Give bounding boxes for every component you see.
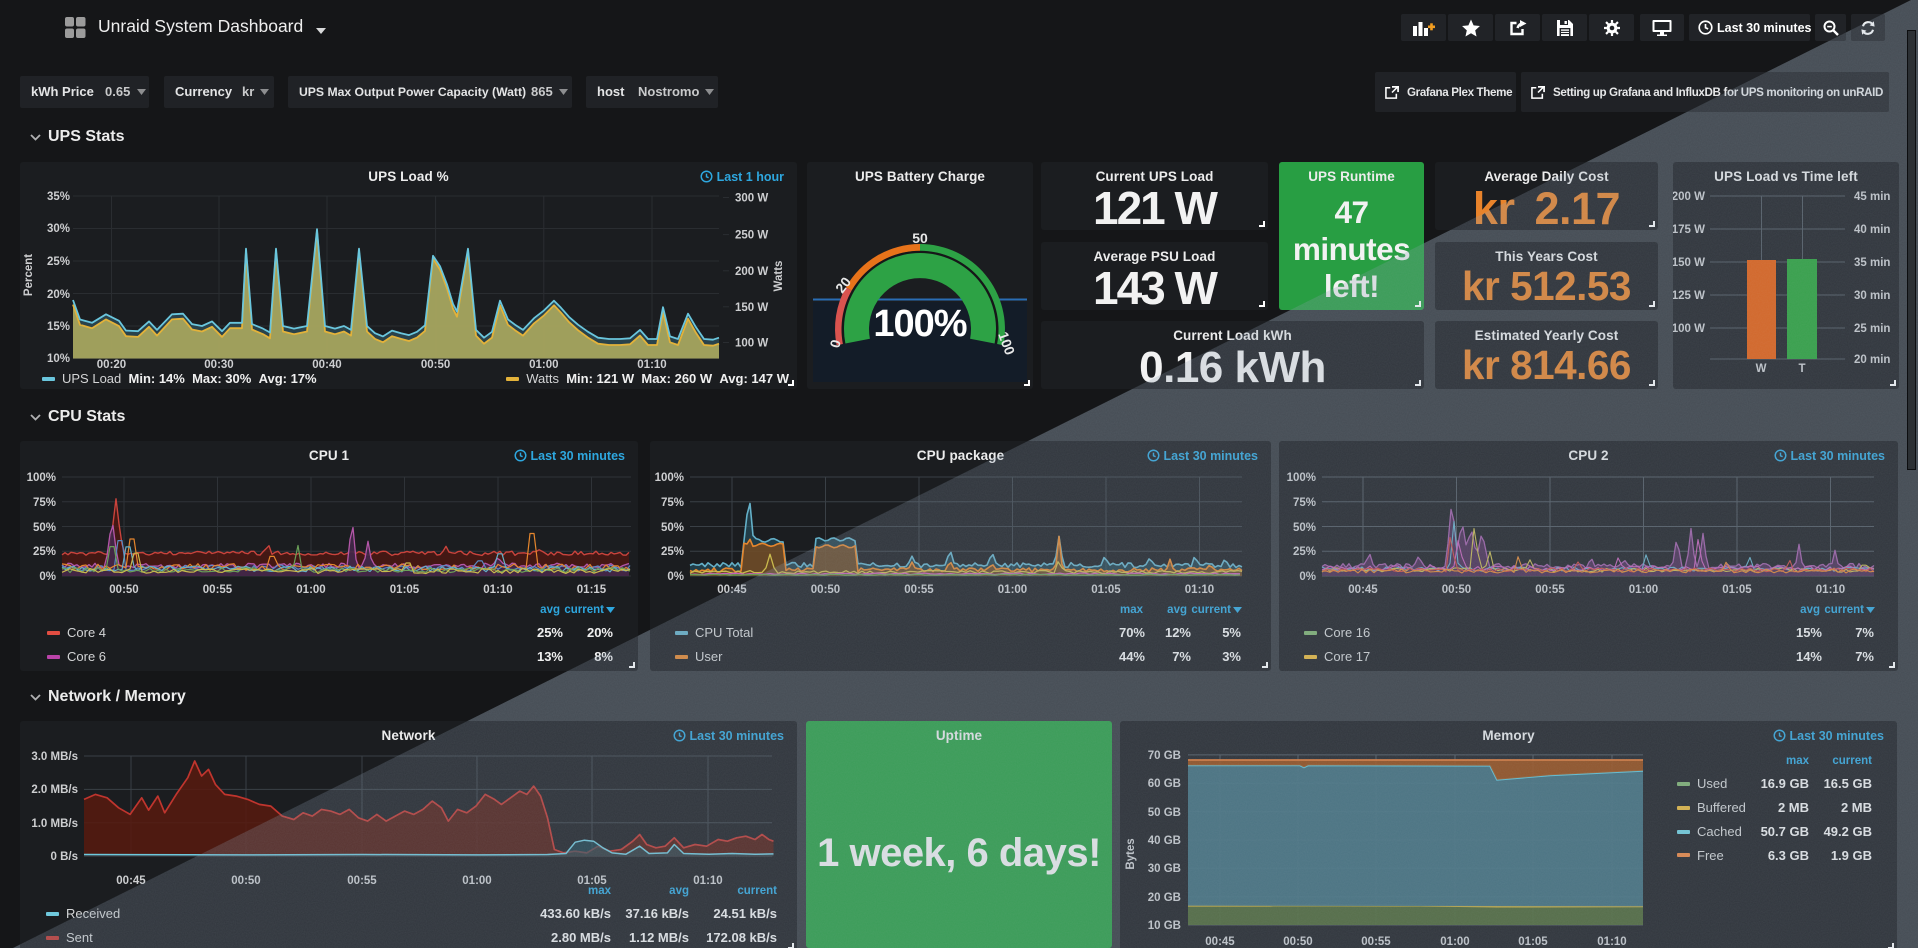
svg-text:50%: 50% <box>1293 522 1316 534</box>
svg-text:00:40: 00:40 <box>312 359 341 371</box>
svg-text:10%: 10% <box>47 353 70 365</box>
svg-text:00:30: 00:30 <box>204 359 233 371</box>
svg-text:200 W: 200 W <box>735 266 768 278</box>
svg-text:250 W: 250 W <box>735 230 768 242</box>
svg-text:300 W: 300 W <box>735 193 768 205</box>
svg-text:01:10: 01:10 <box>1185 584 1214 596</box>
svg-text:40 min: 40 min <box>1854 224 1890 236</box>
svg-text:01:05: 01:05 <box>1722 584 1752 596</box>
svg-text:T: T <box>1798 363 1805 375</box>
svg-text:01:10: 01:10 <box>1597 936 1626 948</box>
svg-text:00:55: 00:55 <box>1535 584 1565 596</box>
svg-text:100%: 100% <box>27 472 56 484</box>
svg-text:45 min: 45 min <box>1854 191 1890 203</box>
svg-text:20 min: 20 min <box>1854 354 1890 366</box>
svg-text:01:10: 01:10 <box>637 359 666 371</box>
svg-text:100%: 100% <box>873 303 966 345</box>
svg-text:75%: 75% <box>33 497 56 509</box>
svg-text:01:05: 01:05 <box>390 584 420 596</box>
svg-text:200 W: 200 W <box>1673 191 1705 203</box>
svg-text:01:10: 01:10 <box>1816 584 1845 596</box>
svg-text:150 W: 150 W <box>1673 257 1705 269</box>
svg-text:50%: 50% <box>33 522 56 534</box>
svg-text:150 W: 150 W <box>735 302 768 314</box>
svg-text:25%: 25% <box>661 546 684 558</box>
svg-text:01:00: 01:00 <box>1629 584 1658 596</box>
svg-text:00:50: 00:50 <box>421 359 450 371</box>
svg-text:00:45: 00:45 <box>717 584 747 596</box>
svg-text:01:05: 01:05 <box>1518 936 1548 948</box>
svg-text:01:00: 01:00 <box>296 584 325 596</box>
svg-text:100%: 100% <box>1287 472 1316 484</box>
svg-text:60 GB: 60 GB <box>1148 778 1181 790</box>
svg-text:00:50: 00:50 <box>1442 584 1471 596</box>
svg-text:25 min: 25 min <box>1854 323 1890 335</box>
svg-text:01:10: 01:10 <box>483 584 512 596</box>
svg-text:00:55: 00:55 <box>1361 936 1391 948</box>
svg-text:3.0 MB/s: 3.0 MB/s <box>31 751 78 763</box>
svg-text:0%: 0% <box>1299 571 1316 583</box>
svg-text:00:50: 00:50 <box>811 584 840 596</box>
svg-text:01:00: 01:00 <box>1440 936 1469 948</box>
svg-text:125 W: 125 W <box>1673 290 1705 302</box>
svg-text:50%: 50% <box>661 522 684 534</box>
svg-text:25%: 25% <box>47 256 70 268</box>
svg-text:1.0 MB/s: 1.0 MB/s <box>31 818 78 830</box>
svg-text:00:45: 00:45 <box>1348 584 1378 596</box>
svg-text:100 W: 100 W <box>1673 323 1705 335</box>
svg-text:01:00: 01:00 <box>529 359 558 371</box>
svg-text:25%: 25% <box>1293 546 1316 558</box>
svg-text:175 W: 175 W <box>1673 224 1705 236</box>
svg-text:30 min: 30 min <box>1854 290 1890 302</box>
svg-text:15%: 15% <box>47 321 70 333</box>
svg-text:00:50: 00:50 <box>109 584 138 596</box>
svg-text:01:15: 01:15 <box>577 584 607 596</box>
svg-text:00:55: 00:55 <box>904 584 934 596</box>
svg-text:30%: 30% <box>47 223 70 235</box>
svg-text:75%: 75% <box>661 497 684 509</box>
svg-text:01:00: 01:00 <box>998 584 1027 596</box>
svg-text:Percent: Percent <box>23 254 35 296</box>
svg-text:50: 50 <box>912 230 928 246</box>
svg-text:100 W: 100 W <box>735 338 768 350</box>
svg-text:20%: 20% <box>47 289 70 301</box>
svg-text:10 GB: 10 GB <box>1148 920 1181 932</box>
svg-text:75%: 75% <box>1293 497 1316 509</box>
svg-text:40 GB: 40 GB <box>1148 835 1181 847</box>
svg-text:0%: 0% <box>39 571 56 583</box>
svg-text:00:50: 00:50 <box>1283 936 1312 948</box>
svg-text:35%: 35% <box>47 191 70 203</box>
svg-text:35 min: 35 min <box>1854 257 1890 269</box>
svg-text:00:20: 00:20 <box>97 359 126 371</box>
svg-text:01:05: 01:05 <box>1091 584 1121 596</box>
svg-text:50 GB: 50 GB <box>1148 807 1181 819</box>
svg-text:0 B/s: 0 B/s <box>51 851 79 863</box>
svg-text:2.0 MB/s: 2.0 MB/s <box>31 784 78 796</box>
svg-text:25%: 25% <box>33 546 56 558</box>
svg-text:Bytes: Bytes <box>1125 838 1137 869</box>
svg-text:100%: 100% <box>655 472 684 484</box>
svg-text:W: W <box>1756 363 1767 375</box>
svg-text:20 GB: 20 GB <box>1148 892 1181 904</box>
svg-text:0%: 0% <box>667 571 684 583</box>
svg-text:Watts: Watts <box>773 261 785 292</box>
svg-text:00:55: 00:55 <box>203 584 233 596</box>
svg-text:00:45: 00:45 <box>1205 936 1235 948</box>
svg-text:30 GB: 30 GB <box>1148 863 1181 875</box>
